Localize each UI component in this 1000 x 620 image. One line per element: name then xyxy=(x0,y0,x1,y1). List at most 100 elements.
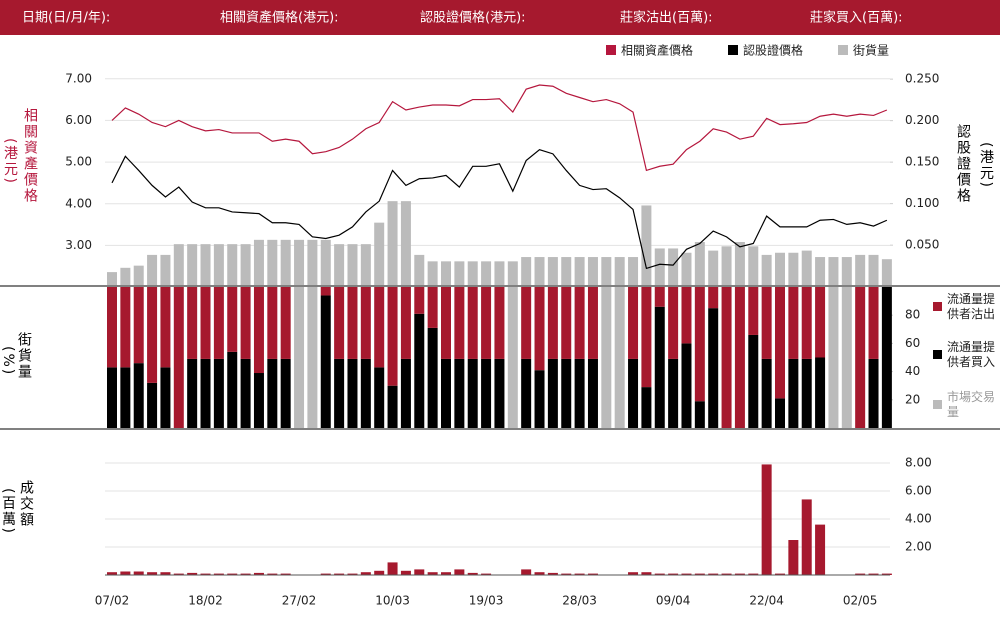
stacked-bar xyxy=(280,358,291,428)
stacked-bar xyxy=(240,287,251,359)
bar xyxy=(347,573,358,575)
stacked-bar xyxy=(227,287,238,352)
stacked-bar xyxy=(748,287,759,335)
y-tick-label: 6.00 xyxy=(905,484,932,498)
bar xyxy=(160,572,171,575)
stacked-bar xyxy=(253,287,264,374)
x-tick-label: 22/04 xyxy=(749,594,784,608)
y-unit: (%) xyxy=(0,346,16,377)
volume-bar xyxy=(427,261,438,285)
stacked-bar xyxy=(187,358,198,428)
stacked-bar xyxy=(841,287,852,428)
volume-bar xyxy=(414,254,425,285)
bar xyxy=(454,569,465,575)
bar xyxy=(815,524,826,575)
volume-bar xyxy=(481,261,492,285)
bar xyxy=(120,571,131,575)
stacked-bar xyxy=(534,287,545,371)
stacked-bar xyxy=(654,306,665,428)
bar xyxy=(387,562,398,575)
stacked-bar xyxy=(561,358,572,428)
bar xyxy=(748,573,759,575)
stacked-bar xyxy=(467,287,478,359)
volume-bar xyxy=(708,250,719,285)
stacked-bar xyxy=(120,367,131,428)
legend-label: 相關資產價格 xyxy=(621,43,693,58)
volume-bar xyxy=(601,257,612,285)
volume-bar xyxy=(294,239,305,285)
volume-bar xyxy=(815,257,826,285)
x-tick-label: 19/03 xyxy=(469,594,504,608)
volume-bar xyxy=(467,261,478,285)
stacked-bar xyxy=(721,287,732,428)
volume-bar xyxy=(694,242,705,285)
bar xyxy=(213,573,224,575)
stacked-bar xyxy=(280,287,291,359)
stacked-bar xyxy=(374,287,385,368)
bar xyxy=(654,573,665,575)
volume-bar xyxy=(120,267,131,285)
stacked-bar xyxy=(775,398,785,428)
stacked-bar xyxy=(521,287,532,359)
bar xyxy=(147,572,158,575)
y-tick-label: 60 xyxy=(905,336,920,350)
y2-tick-label: 0.150 xyxy=(905,155,939,169)
stacked-bar xyxy=(694,401,705,428)
y-tick-label: 2.00 xyxy=(905,540,932,554)
stacked-bar xyxy=(374,367,385,428)
legend-swatch xyxy=(933,350,942,359)
stacked-bar xyxy=(507,287,518,428)
stacked-bar xyxy=(481,358,492,428)
volume-bar xyxy=(855,254,866,285)
volume-bar xyxy=(628,257,639,285)
legend-label: 認股證價格 xyxy=(743,43,803,58)
bar xyxy=(587,573,598,575)
bar xyxy=(734,573,745,575)
y-tick-label: 40 xyxy=(905,364,920,378)
bar xyxy=(788,540,799,575)
stacked-bar xyxy=(334,287,345,359)
price-line xyxy=(111,84,888,172)
bar xyxy=(628,572,639,575)
stacked-bar xyxy=(454,287,465,359)
volume-bar xyxy=(307,239,318,285)
x-tick-label: 02/05 xyxy=(843,594,878,608)
y2-label: 認股證價格 xyxy=(955,124,971,204)
bar xyxy=(467,572,478,575)
stacked-bar xyxy=(160,287,171,368)
x-tick-label: 09/04 xyxy=(656,594,691,608)
stacked-bar xyxy=(855,287,866,428)
volume-bar xyxy=(654,248,665,285)
x-tick-label: 18/02 xyxy=(188,594,223,608)
stacked-bar xyxy=(133,287,144,364)
stacked-bar xyxy=(601,287,612,428)
bar xyxy=(374,570,385,575)
bar xyxy=(547,572,558,575)
volume-bar xyxy=(641,205,652,285)
stacked-bar xyxy=(414,313,425,428)
stacked-bar xyxy=(708,308,719,428)
stacked-bar xyxy=(307,287,318,428)
bar xyxy=(708,573,719,575)
volume-bar xyxy=(534,257,545,285)
volume-bar xyxy=(334,244,345,285)
stacked-bar xyxy=(614,287,625,428)
volume-bar xyxy=(267,239,278,285)
volume-bar xyxy=(280,239,291,285)
bar xyxy=(694,573,705,575)
stacked-bar xyxy=(107,367,117,428)
stacked-bar xyxy=(788,287,799,359)
header-bar xyxy=(0,0,1000,35)
bar xyxy=(173,573,184,575)
y-label: 相關資產價格 xyxy=(22,108,38,204)
volume-bar xyxy=(227,244,238,285)
stacked-bar xyxy=(587,287,598,359)
stacked-bar xyxy=(400,287,411,359)
bar xyxy=(427,572,438,575)
header-label: 認股證價格(港元): xyxy=(420,10,526,26)
stacked-bar xyxy=(801,358,812,428)
stacked-bar xyxy=(454,358,465,428)
legend-swatch xyxy=(838,45,848,55)
y-label: 街貨量 xyxy=(16,332,32,380)
volume-bar xyxy=(561,257,572,285)
